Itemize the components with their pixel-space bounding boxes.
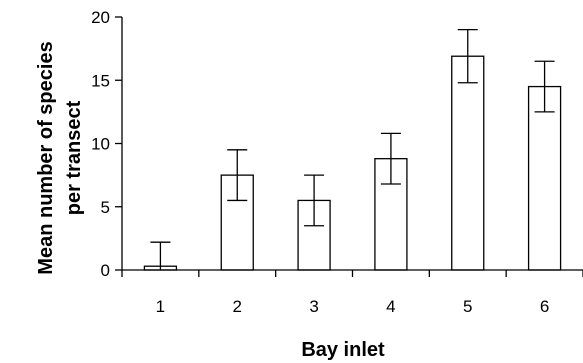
- y-tick-label: 10: [91, 135, 110, 154]
- error-bars: [150, 28, 555, 270]
- bars: [143, 55, 562, 271]
- y-tick-label: 15: [91, 71, 110, 90]
- x-tick-label: 6: [540, 297, 549, 316]
- x-axis-title: Bay inlet: [301, 339, 385, 361]
- x-tick-label: 1: [156, 297, 165, 316]
- x-tick-label: 4: [386, 297, 395, 316]
- y-axis-title-line1: Mean number of species: [35, 41, 57, 274]
- bar: [527, 85, 562, 271]
- y-axis-title-line2: per transect: [63, 100, 85, 215]
- x-tick-label: 2: [233, 297, 242, 316]
- y-axis-title: Mean number of species per transect: [35, 41, 85, 274]
- y-tick-label: 20: [91, 8, 110, 27]
- bar: [451, 55, 485, 271]
- y-axis-ticks: 0 5 10 15 20: [91, 8, 122, 280]
- y-tick-label: 0: [101, 261, 110, 280]
- y-tick-label: 5: [101, 198, 110, 217]
- x-tick-label: 3: [309, 297, 318, 316]
- x-tick-label: 5: [463, 297, 472, 316]
- bar: [374, 158, 408, 271]
- x-axis-ticks: 1 2 3 4 5 6: [121, 270, 583, 316]
